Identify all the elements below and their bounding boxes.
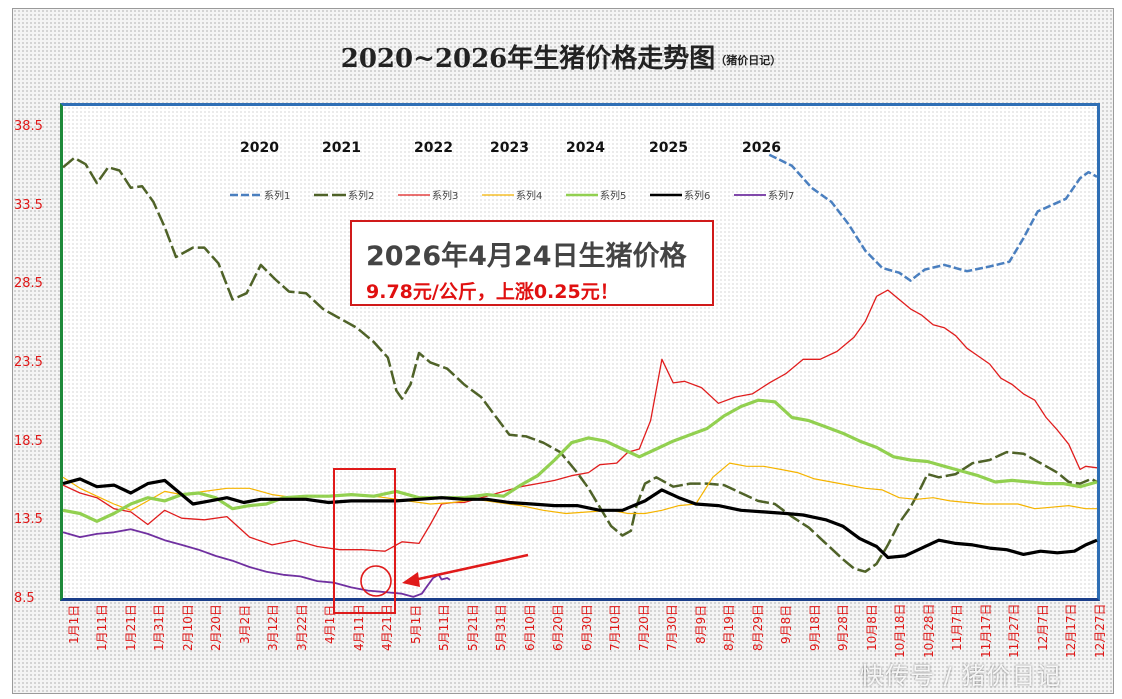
legend-item: 系列3 <box>398 187 482 202</box>
legend-swatch <box>650 193 682 196</box>
series-line-系列7 <box>62 528 451 598</box>
year-label: 2025 <box>649 140 688 156</box>
year-label: 2023 <box>490 140 529 156</box>
legend-swatch <box>566 193 598 196</box>
y-tick-label: 13.5 <box>14 512 43 528</box>
y-tick-label: 18.5 <box>14 433 43 449</box>
annotation-box: 2026年4月24日生猪价格 9.78元/公斤，上涨0.25元！ <box>350 220 714 306</box>
legend-label: 系列6 <box>684 191 711 202</box>
legend-item: 系列6 <box>650 187 734 202</box>
year-label: 2021 <box>322 140 361 156</box>
chart-title: 2020~2026年生猪价格走势图（猪价日记） <box>0 38 1122 75</box>
legend-item: 系列4 <box>482 187 566 202</box>
legend-swatch <box>314 193 346 196</box>
watermark-text: 快传号 / 猪价日记 <box>860 662 1062 690</box>
legend-label: 系列4 <box>516 191 543 202</box>
legend-item: 系列7 <box>734 187 818 202</box>
y-tick-label: 8.5 <box>14 591 35 606</box>
series-line-系列1 <box>768 153 1098 282</box>
legend-label: 系列7 <box>768 191 795 202</box>
year-label: 2024 <box>566 140 605 156</box>
chart-title-text: 2020~2026年生猪价格走势图 <box>340 44 716 74</box>
legend-swatch <box>398 193 430 196</box>
series-line-系列2 <box>62 156 1098 573</box>
year-label: 2020 <box>240 140 279 156</box>
year-label: 2026 <box>742 140 781 156</box>
year-label: 2022 <box>414 140 453 156</box>
legend-label: 系列5 <box>600 191 627 202</box>
y-tick-label: 28.5 <box>14 276 43 292</box>
annotation-line2: 9.78元/公斤，上涨0.25元！ <box>366 281 619 303</box>
legend-label: 系列1 <box>264 191 291 202</box>
legend-swatch <box>734 193 766 196</box>
legend-swatch <box>482 193 514 196</box>
series-line-系列3 <box>62 289 1098 552</box>
legend: 系列1 系列2 系列3 系列4 系列5 系列6 系列7 <box>230 187 818 202</box>
series-line-系列6 <box>62 477 1098 560</box>
y-tick-label: 33.5 <box>14 197 43 213</box>
y-tick-label: 38.5 <box>14 119 43 134</box>
series-line-系列5 <box>62 398 1098 523</box>
legend-item: 系列1 <box>230 187 314 202</box>
plot-area <box>60 103 1100 601</box>
annotation-line1: 2026年4月24日生猪价格 <box>366 241 687 272</box>
legend-label: 系列2 <box>348 191 375 202</box>
chart-subtitle: （猪价日记） <box>715 54 782 67</box>
legend-item: 系列5 <box>566 187 650 202</box>
legend-label: 系列3 <box>432 191 459 202</box>
series-line-系列4 <box>62 462 1097 515</box>
legend-swatch <box>230 193 262 196</box>
y-tick-label: 23.5 <box>14 355 43 370</box>
legend-item: 系列2 <box>314 187 398 202</box>
